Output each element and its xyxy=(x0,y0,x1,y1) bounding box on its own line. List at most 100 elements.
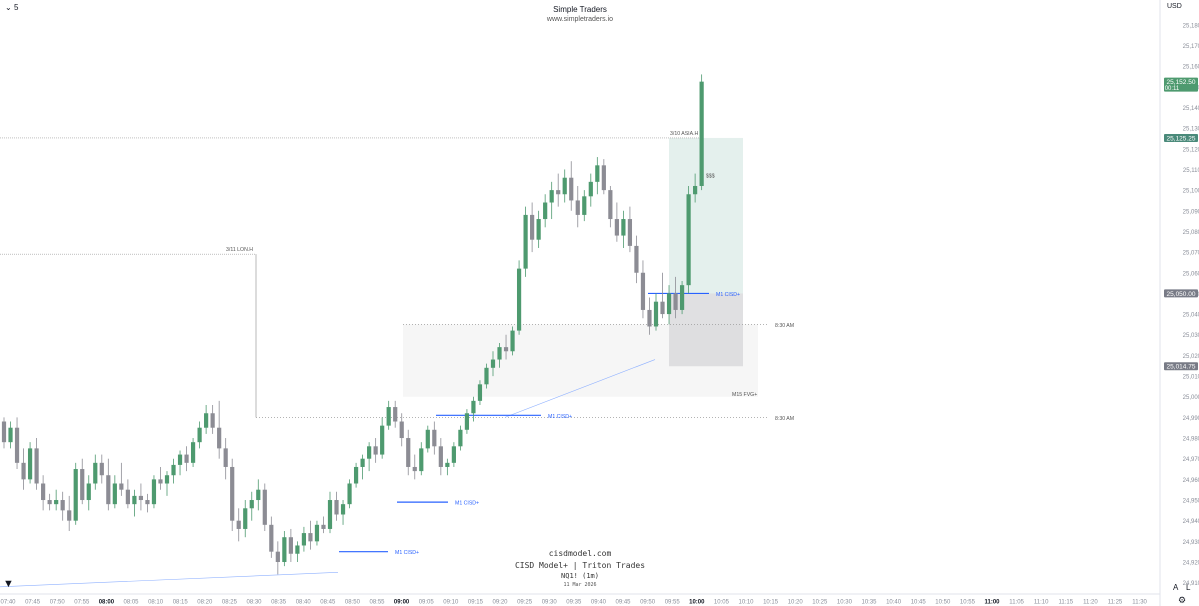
y-tick-label: 24,920.00 xyxy=(1183,561,1199,567)
candle xyxy=(510,326,515,356)
auto-scale-button[interactable]: A xyxy=(1173,583,1179,592)
candle-body xyxy=(132,495,137,505)
candle-body xyxy=(699,81,704,186)
candle-body xyxy=(686,194,691,286)
candle-body xyxy=(119,483,124,490)
candle xyxy=(217,400,222,459)
candle xyxy=(184,446,189,472)
y-tick-label: 24,980.00 xyxy=(1183,437,1199,443)
candle-body xyxy=(569,177,574,201)
candle-body xyxy=(634,245,639,273)
candle-body xyxy=(601,165,606,191)
candle-body xyxy=(516,268,522,331)
candle xyxy=(530,202,535,253)
candle-body xyxy=(301,533,307,546)
candle-body xyxy=(503,347,509,352)
candle-body xyxy=(353,466,359,484)
y-tick-label: 24,990.00 xyxy=(1183,416,1199,422)
log-scale-button[interactable]: L xyxy=(1186,583,1191,592)
y-tick-label: 25,030.00 xyxy=(1183,333,1199,339)
y-tick-label: 24,940.00 xyxy=(1183,519,1199,525)
candle-body xyxy=(47,500,52,505)
candle xyxy=(373,438,378,463)
y-tick-label: 24,930.00 xyxy=(1183,540,1199,546)
candle-body xyxy=(425,429,430,449)
timeframe-selector[interactable]: ⌄ 5 xyxy=(5,3,19,12)
candle xyxy=(647,297,652,335)
candle xyxy=(132,489,137,517)
candle-body xyxy=(451,446,456,463)
candle xyxy=(673,276,678,319)
watermark-date: 11 Mar 2026 xyxy=(563,582,597,588)
x-tick-label: 09:50 xyxy=(640,600,656,606)
price-label-box xyxy=(1164,133,1198,142)
candle xyxy=(386,400,391,430)
annotation-label: 8:30 AM xyxy=(775,416,794,422)
x-tick-label: 11:10 xyxy=(1034,600,1049,606)
x-tick-label: 07:45 xyxy=(25,600,41,606)
candle xyxy=(256,479,261,511)
candle xyxy=(86,475,91,511)
candle-body xyxy=(86,483,91,501)
price-label-value: 25,125.25 xyxy=(1167,135,1196,142)
y-tick-label: 24,960.00 xyxy=(1183,478,1199,484)
candle-body xyxy=(269,524,274,552)
candle xyxy=(653,293,659,331)
candle-body xyxy=(262,489,267,525)
candle-body xyxy=(367,446,372,459)
candle xyxy=(93,454,98,490)
y-tick-label: 25,040.00 xyxy=(1183,313,1199,319)
candle-body xyxy=(543,202,548,220)
candle xyxy=(451,442,456,467)
candle xyxy=(353,462,359,488)
y-tick-label: 25,140.00 xyxy=(1183,106,1199,112)
candle xyxy=(334,491,339,521)
candle-body xyxy=(536,219,541,240)
candle-body xyxy=(530,214,535,240)
candle xyxy=(80,458,85,505)
candle-body xyxy=(464,413,470,430)
currency-label[interactable]: USD xyxy=(1167,3,1182,10)
y-tick-label: 25,130.00 xyxy=(1183,127,1199,133)
x-tick-label: 10:05 xyxy=(714,600,730,606)
candle-body xyxy=(327,500,333,529)
candle-body xyxy=(73,469,78,521)
candle-body xyxy=(477,384,483,401)
candle xyxy=(34,438,39,490)
gear-icon[interactable]: ⚙ xyxy=(1178,595,1187,605)
y-tick-label: 24,950.00 xyxy=(1183,499,1199,505)
candle xyxy=(693,173,698,203)
candle-body xyxy=(497,347,502,360)
candle-body xyxy=(653,301,659,327)
x-tick-label: 10:55 xyxy=(960,600,976,606)
candle xyxy=(419,442,424,476)
candle-body xyxy=(164,475,170,484)
candle-body xyxy=(288,537,293,554)
candle xyxy=(158,466,163,490)
candle-body xyxy=(412,466,417,472)
candle-body xyxy=(627,219,633,246)
x-tick-label: 11:20 xyxy=(1083,600,1098,606)
candle-body xyxy=(679,285,685,310)
candle-body xyxy=(673,293,678,310)
x-tick-label: 08:00 xyxy=(99,600,115,606)
candle-body xyxy=(432,429,437,447)
candle xyxy=(640,260,646,319)
candle-body xyxy=(184,454,189,463)
watermark-line: CISD Model+ | Triton Trades xyxy=(514,561,646,570)
tradingview-logo-icon[interactable]: ▼ xyxy=(3,578,14,590)
x-tick-label: 08:55 xyxy=(369,600,385,606)
price-label-value: 25,050.00 xyxy=(1167,291,1196,298)
candle xyxy=(588,173,593,207)
x-tick-label: 09:40 xyxy=(591,600,607,606)
annotation-label: 8:30 AM xyxy=(775,323,794,329)
candle-body xyxy=(549,190,554,203)
candle xyxy=(380,417,385,459)
y-tick-label: 25,180.00 xyxy=(1183,23,1199,29)
chart-header-title: Simple Traders xyxy=(553,5,607,14)
candle-body xyxy=(660,301,665,315)
candle xyxy=(549,181,554,220)
candle-body xyxy=(614,219,619,236)
candle-body xyxy=(230,466,235,521)
